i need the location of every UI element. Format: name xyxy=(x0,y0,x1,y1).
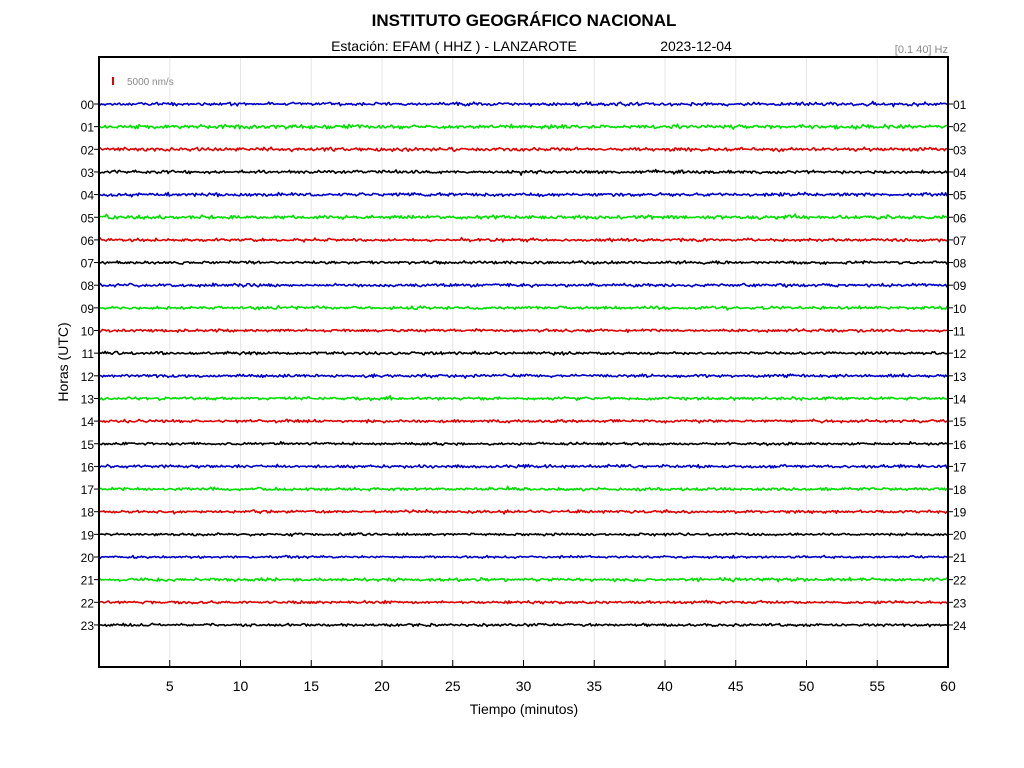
right-hour-label: 13 xyxy=(953,370,967,384)
trace-hour-20 xyxy=(98,554,949,560)
right-hour-label: 04 xyxy=(953,166,967,180)
trace-hour-21 xyxy=(98,576,949,583)
right-hour-label: 11 xyxy=(953,325,966,339)
trace-hour-17 xyxy=(98,485,949,492)
trace-hour-23 xyxy=(98,622,949,628)
left-hour-label: 10 xyxy=(81,325,95,339)
trace-hour-15 xyxy=(98,440,949,447)
x-axis-label: Tiempo (minutos) xyxy=(470,701,578,717)
trace-hour-09 xyxy=(98,304,949,311)
amplitude-scale-label: 5000 nm/s xyxy=(127,77,174,88)
trace-hour-04 xyxy=(98,191,949,198)
left-hour-label: 05 xyxy=(81,211,95,225)
left-hour-label: 18 xyxy=(81,506,95,520)
right-hour-label: 03 xyxy=(953,143,967,157)
right-hour-label: 24 xyxy=(953,619,967,633)
left-hour-label: 14 xyxy=(81,415,95,429)
x-tick-label: 35 xyxy=(586,678,602,694)
left-hour-label: 07 xyxy=(81,257,95,271)
left-hour-label: 06 xyxy=(81,234,95,248)
trace-hour-02 xyxy=(98,146,949,153)
right-hour-label: 06 xyxy=(953,211,967,225)
right-hour-label: 21 xyxy=(953,551,967,565)
right-hour-label: 01 xyxy=(953,98,967,112)
amplitude-scale-bar xyxy=(112,77,114,85)
right-hour-labels: 01 02 03 04 05 06 07 08 09 10 11 12 13 14 15 16 17 18 19 20… xyxy=(948,98,967,633)
right-hour-label: 23 xyxy=(953,596,967,610)
trace-hour-08 xyxy=(98,282,949,288)
trace-hour-22 xyxy=(98,599,949,605)
left-hour-label: 20 xyxy=(81,551,95,565)
trace-hour-07 xyxy=(98,260,949,265)
left-hour-label: 09 xyxy=(81,302,95,316)
left-hour-label: 21 xyxy=(81,574,95,588)
left-hour-label: 16 xyxy=(81,460,95,474)
left-hour-label: 22 xyxy=(81,596,95,610)
right-hour-label: 08 xyxy=(953,257,967,271)
traces xyxy=(98,100,949,628)
filter-band-label: [0.1 40] Hz xyxy=(895,44,948,56)
right-hour-label: 20 xyxy=(953,528,967,542)
trace-hour-06 xyxy=(98,236,949,243)
trace-hour-11 xyxy=(98,350,949,356)
trace-hour-19 xyxy=(98,532,949,537)
left-hour-label: 11 xyxy=(82,347,95,361)
right-hour-label: 19 xyxy=(953,506,967,520)
grid-lines xyxy=(169,57,878,667)
right-hour-label: 10 xyxy=(953,302,967,316)
left-hour-label: 19 xyxy=(81,528,95,542)
trace-hour-16 xyxy=(98,463,949,470)
trace-hour-01 xyxy=(98,123,949,130)
x-axis-ticks: 5 10 15 20 25 30 35 40 45 50 55 60 xyxy=(166,660,956,694)
right-hour-label: 12 xyxy=(953,347,967,361)
left-hour-label: 15 xyxy=(81,438,95,452)
left-hour-label: 08 xyxy=(81,279,95,293)
right-hour-label: 18 xyxy=(953,483,967,497)
date-label: 2023-12-04 xyxy=(660,38,732,54)
right-hour-label: 07 xyxy=(953,234,967,248)
left-hour-label: 04 xyxy=(81,189,95,203)
left-hour-label: 02 xyxy=(81,143,95,157)
chart-title: INSTITUTO GEOGRÁFICO NACIONAL xyxy=(372,11,677,30)
x-tick-label: 25 xyxy=(445,678,461,694)
x-tick-label: 40 xyxy=(657,678,673,694)
x-tick-label: 55 xyxy=(869,678,885,694)
right-hour-label: 17 xyxy=(953,460,967,474)
x-tick-label: 5 xyxy=(166,678,174,694)
trace-hour-00 xyxy=(98,100,949,108)
left-hour-label: 03 xyxy=(81,166,95,180)
left-hour-label: 01 xyxy=(81,121,95,135)
trace-hour-14 xyxy=(98,418,949,424)
left-hour-labels: 00 01 02 03 04 05 06 07 08 09 10 11 12 13 14 15 16 17 18 19… xyxy=(81,98,99,633)
left-hour-label: 13 xyxy=(81,392,95,406)
x-tick-label: 60 xyxy=(940,678,956,694)
x-tick-label: 20 xyxy=(374,678,390,694)
trace-hour-13 xyxy=(98,394,949,402)
x-tick-label: 30 xyxy=(516,678,532,694)
station-label: Estación: EFAM ( HHZ ) - LANZAROTE xyxy=(331,38,577,54)
left-hour-label: 17 xyxy=(81,483,95,497)
right-hour-label: 22 xyxy=(953,574,967,588)
right-hour-label: 09 xyxy=(953,279,967,293)
trace-hour-03 xyxy=(98,168,949,176)
x-tick-label: 50 xyxy=(799,678,815,694)
right-hour-label: 02 xyxy=(953,121,967,135)
y-axis-label: Horas (UTC) xyxy=(55,322,71,401)
x-tick-label: 45 xyxy=(728,678,744,694)
trace-hour-18 xyxy=(98,508,949,515)
left-hour-label: 00 xyxy=(81,98,95,112)
right-hour-label: 05 xyxy=(953,189,967,203)
x-tick-label: 15 xyxy=(303,678,319,694)
right-hour-label: 14 xyxy=(953,392,967,406)
trace-hour-10 xyxy=(98,328,949,334)
right-hour-label: 16 xyxy=(953,438,967,452)
trace-hour-12 xyxy=(98,372,949,379)
left-hour-label: 23 xyxy=(81,619,95,633)
trace-hour-05 xyxy=(98,213,949,221)
x-tick-label: 10 xyxy=(233,678,249,694)
left-hour-label: 12 xyxy=(81,370,95,384)
right-hour-label: 15 xyxy=(953,415,967,429)
